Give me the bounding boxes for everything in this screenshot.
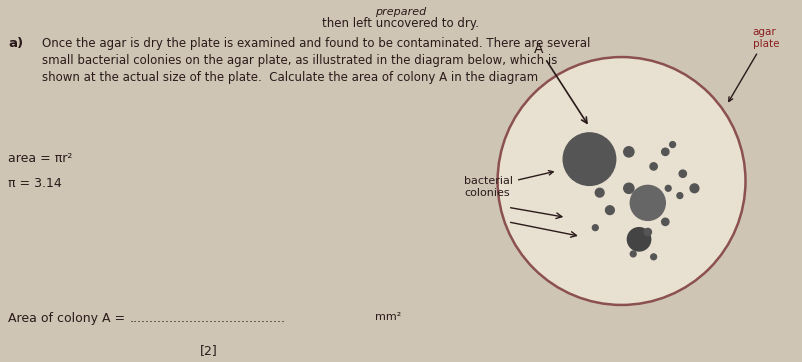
Circle shape xyxy=(606,206,614,215)
Text: then left uncovered to dry.: then left uncovered to dry. xyxy=(322,17,480,30)
Circle shape xyxy=(630,251,636,257)
Text: area = πr²: area = πr² xyxy=(8,152,72,165)
Circle shape xyxy=(662,148,669,156)
Text: a): a) xyxy=(8,37,23,50)
Circle shape xyxy=(690,184,699,193)
Text: [2]: [2] xyxy=(200,344,218,357)
Text: Area of colony A =: Area of colony A = xyxy=(8,312,129,325)
Circle shape xyxy=(624,147,634,157)
Circle shape xyxy=(677,193,683,198)
Text: prepared: prepared xyxy=(375,7,427,17)
Circle shape xyxy=(679,170,687,177)
Circle shape xyxy=(627,228,650,251)
Circle shape xyxy=(563,133,616,185)
Circle shape xyxy=(593,225,598,231)
Circle shape xyxy=(666,185,671,191)
Text: π = 3.14: π = 3.14 xyxy=(8,177,62,190)
Circle shape xyxy=(581,165,589,174)
Circle shape xyxy=(650,163,658,170)
Text: .......................................: ....................................... xyxy=(130,312,286,325)
Circle shape xyxy=(650,254,657,260)
Circle shape xyxy=(644,228,651,236)
Text: agar
plate: agar plate xyxy=(729,27,780,101)
Circle shape xyxy=(624,183,634,193)
Text: A: A xyxy=(534,42,587,123)
Circle shape xyxy=(595,188,604,197)
Circle shape xyxy=(670,142,675,147)
Circle shape xyxy=(497,57,746,305)
Text: bacterial
colonies: bacterial colonies xyxy=(464,171,553,198)
Circle shape xyxy=(589,177,596,185)
Text: mm²: mm² xyxy=(375,312,401,322)
Text: Once the agar is dry the plate is examined and found to be contaminated. There a: Once the agar is dry the plate is examin… xyxy=(42,37,590,84)
Circle shape xyxy=(662,218,669,226)
Circle shape xyxy=(630,185,666,220)
